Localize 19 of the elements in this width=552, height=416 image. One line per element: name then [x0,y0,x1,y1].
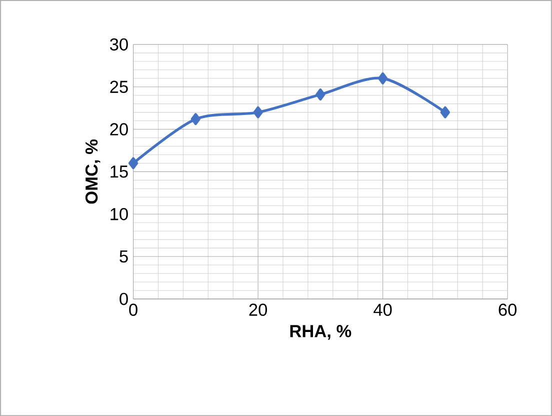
y-tick-label: 25 [110,80,128,93]
point [378,72,388,84]
x-tick-label: 40 [374,304,392,316]
y-tick-label: 15 [110,166,128,178]
y-tick-label: 30 [110,38,128,50]
y-tick-label: 5 [120,250,128,262]
point [190,112,200,125]
point [128,157,138,170]
x-tick-label: 60 [498,304,517,316]
x-tick-label: 0 [129,304,138,316]
point [440,106,450,118]
y-tick-label: 10 [110,208,128,220]
x-axis-title: RHA, % [290,324,352,340]
y-axis-title: OMC, % [85,139,100,204]
point [253,106,263,118]
y-tick-label: 20 [110,123,128,136]
x-tick-label: 20 [249,304,267,316]
point [316,88,326,100]
y-tick-label: 0 [120,292,128,305]
